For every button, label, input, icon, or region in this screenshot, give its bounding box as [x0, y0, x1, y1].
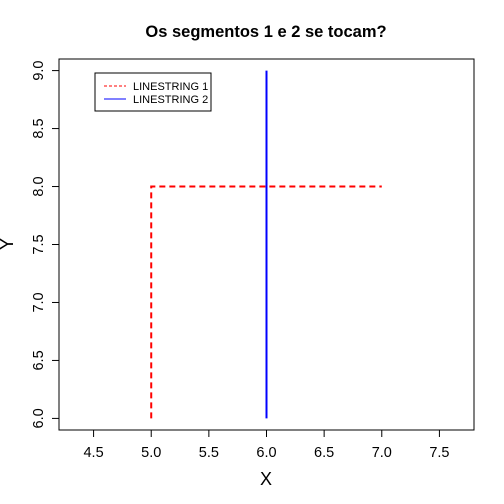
y-tick-label: 6.0 [31, 408, 47, 428]
y-tick-label: 9.0 [31, 61, 47, 81]
legend-label-linestring-1: LINESTRING 1 [133, 81, 208, 93]
x-tick-label: 4.5 [83, 445, 103, 461]
legend: LINESTRING 1 LINESTRING 2 [94, 72, 212, 112]
x-axis-label: X [260, 469, 272, 489]
series-layer [150, 70, 382, 419]
x-tick-label: 5.5 [199, 445, 219, 461]
x-tick-label: 6.5 [314, 445, 334, 461]
x-tick-label: 6.0 [256, 445, 276, 461]
y-tick-label: 8.5 [31, 118, 47, 138]
y-tick-label: 6.5 [31, 350, 47, 370]
y-axis: 6.0 6.5 7.0 7.5 8.0 8.5 9.0 [31, 61, 60, 428]
legend-box [94, 72, 212, 112]
y-axis-label: Y [0, 238, 17, 250]
series-line-1 [150, 185, 382, 419]
x-axis: 4.5 5.0 5.5 6.0 6.5 7.0 7.5 [83, 429, 450, 461]
x-tick-label: 7.0 [372, 445, 392, 461]
x-tick-label: 5.0 [141, 445, 161, 461]
chart-title: Os segmentos 1 e 2 se tocam? [145, 23, 386, 41]
y-tick-label: 7.5 [31, 234, 47, 254]
legend-label-linestring-2: LINESTRING 2 [133, 94, 208, 106]
y-tick-label: 7.0 [31, 292, 47, 312]
x-tick-label: 7.5 [429, 445, 449, 461]
y-tick-label: 8.0 [31, 176, 47, 196]
